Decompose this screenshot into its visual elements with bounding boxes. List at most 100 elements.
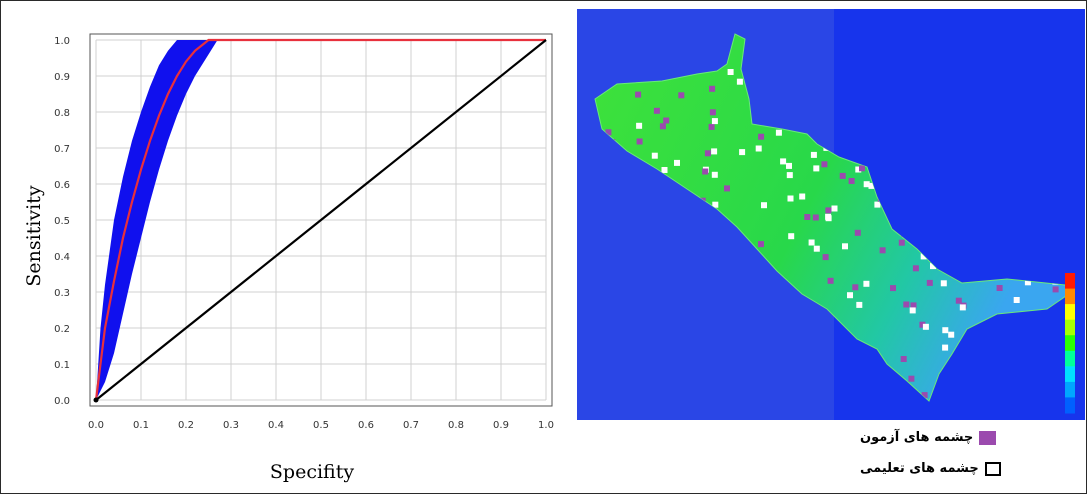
train-spring-point xyxy=(799,193,806,200)
x-tick-label: 0.0 xyxy=(88,420,104,431)
roc-chart-svg: 0.0 0.1 0.2 0.3 0.4 0.5 0.6 0.7 0.8 0.9 1.0 0.0 0.1… xyxy=(23,33,554,483)
train-spring-point xyxy=(751,252,758,259)
test-spring-point xyxy=(659,123,666,130)
test-spring-point xyxy=(854,229,861,236)
y-tick-label: 0.3 xyxy=(54,288,70,299)
train-spring-point xyxy=(806,356,813,363)
train-spring-point xyxy=(1042,374,1049,381)
train-spring-point xyxy=(883,153,890,159)
y-tick-label: 0.6 xyxy=(54,180,70,191)
test-spring-point xyxy=(944,77,951,84)
y-tick-label: 0.7 xyxy=(54,144,70,155)
test-spring-point xyxy=(804,98,811,105)
train-spring-point xyxy=(833,367,840,374)
test-spring-point xyxy=(815,308,822,315)
test-spring-point xyxy=(639,216,646,223)
train-spring-point xyxy=(739,149,746,156)
train-spring-point xyxy=(761,202,767,209)
train-spring-point xyxy=(755,145,762,152)
legend-swatch-train xyxy=(984,461,1001,476)
train-spring-point xyxy=(940,280,947,287)
y-tick-label: 0.9 xyxy=(54,72,70,83)
train-spring-point xyxy=(866,112,873,119)
test-spring-point xyxy=(640,310,647,317)
train-spring-point xyxy=(942,344,949,351)
map-panel xyxy=(577,9,1085,420)
train-spring-point xyxy=(600,206,607,213)
origin-point xyxy=(93,397,99,403)
train-spring-point xyxy=(712,201,719,208)
train-spring-point xyxy=(938,219,945,226)
y-axis-label: Sensitivity xyxy=(23,185,45,286)
test-spring-point xyxy=(948,184,955,191)
test-spring-point xyxy=(610,246,617,253)
test-spring-point xyxy=(1050,216,1057,223)
test-spring-point xyxy=(724,185,730,192)
train-spring-point xyxy=(647,226,654,233)
train-spring-point xyxy=(807,388,814,395)
roc-curve-line xyxy=(94,38,546,401)
train-spring-point xyxy=(899,94,906,101)
test-spring-point xyxy=(979,347,986,354)
colorbar-segment xyxy=(1065,350,1075,367)
train-spring-point xyxy=(736,78,743,85)
test-spring-point xyxy=(955,297,962,304)
x-tick-label: 0.6 xyxy=(358,420,374,431)
train-spring-point xyxy=(652,171,659,178)
train-spring-point xyxy=(863,181,870,188)
test-spring-point xyxy=(642,310,649,317)
test-spring-point xyxy=(808,354,815,361)
train-spring-point xyxy=(1013,243,1020,250)
test-spring-point xyxy=(963,181,970,188)
colorbar-segment xyxy=(1065,335,1075,352)
x-tick-label: 0.4 xyxy=(268,420,284,431)
y-tick-label: 0.8 xyxy=(54,108,70,119)
train-spring-point xyxy=(786,293,793,300)
test-spring-point xyxy=(1019,100,1026,107)
train-spring-point xyxy=(786,162,792,169)
train-spring-point xyxy=(658,73,665,80)
train-spring-point xyxy=(799,93,806,100)
x-tick-label: 1.0 xyxy=(538,420,554,431)
train-spring-point xyxy=(598,391,605,398)
test-spring-point xyxy=(946,137,953,144)
test-spring-point xyxy=(758,241,764,248)
train-spring-point xyxy=(684,207,690,214)
test-spring-point xyxy=(827,277,834,284)
test-spring-point xyxy=(930,174,937,181)
test-spring-point xyxy=(859,165,865,172)
train-spring-point xyxy=(983,383,990,390)
colorbar-segment xyxy=(1065,319,1075,336)
test-spring-point xyxy=(638,185,645,192)
test-spring-point xyxy=(1009,156,1016,163)
train-spring-point xyxy=(858,140,865,147)
x-tick-label: 0.9 xyxy=(493,420,509,431)
test-spring-point xyxy=(994,214,1001,221)
test-spring-point xyxy=(1039,270,1046,276)
train-spring-point xyxy=(641,279,648,286)
train-spring-point xyxy=(948,331,955,338)
test-spring-point xyxy=(604,330,610,337)
test-spring-point xyxy=(912,265,919,272)
test-spring-point xyxy=(635,91,642,98)
train-spring-point xyxy=(634,75,641,82)
test-spring-point xyxy=(908,124,915,131)
test-spring-point xyxy=(879,247,886,254)
train-spring-point xyxy=(922,323,929,330)
train-spring-point xyxy=(788,364,795,371)
train-spring-point xyxy=(942,368,949,375)
train-spring-point xyxy=(676,230,683,237)
train-spring-point xyxy=(600,187,607,194)
train-spring-point xyxy=(985,335,992,342)
test-spring-point xyxy=(704,150,711,157)
train-spring-point xyxy=(775,129,782,136)
x-tick-label: 0.7 xyxy=(403,420,419,431)
train-spring-point xyxy=(884,97,890,104)
test-spring-point xyxy=(779,346,786,353)
train-spring-point xyxy=(810,151,817,158)
train-spring-point xyxy=(920,253,927,260)
train-spring-point xyxy=(782,340,789,347)
train-spring-point xyxy=(808,239,815,246)
train-spring-point xyxy=(847,292,853,299)
train-spring-point xyxy=(813,380,820,387)
